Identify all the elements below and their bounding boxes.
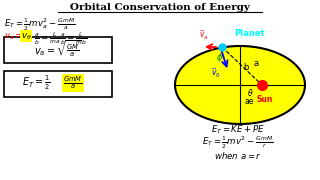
Text: $\theta$: $\theta$: [247, 87, 253, 98]
Text: $E_T = KE + PE$: $E_T = KE + PE$: [211, 124, 265, 136]
Text: $\vec{v}_0$: $\vec{v}_0$: [211, 66, 221, 80]
Text: ae: ae: [244, 97, 254, 106]
Text: $when\ a = r$: $when\ a = r$: [214, 150, 262, 161]
Text: $\vec{v}_a$: $\vec{v}_a$: [199, 29, 209, 42]
Text: Orbital Conservation of Energy: Orbital Conservation of Energy: [70, 3, 250, 12]
Text: $\frac{GmM}{a}$: $\frac{GmM}{a}$: [63, 75, 83, 91]
Bar: [4, 37, 112, 63]
Text: $v_a = \sqrt{\frac{GM}{a}}$: $v_a = \sqrt{\frac{GM}{a}}$: [34, 39, 82, 59]
Text: $\frac{a}{b} = \frac{L}{ma}\frac{a}{b} = \frac{L}{mb}$: $\frac{a}{b} = \frac{L}{ma}\frac{a}{b} =…: [34, 31, 87, 48]
Text: $\phi$: $\phi$: [216, 51, 224, 64]
Text: $E_T = \frac{1}{2}$: $E_T = \frac{1}{2}$: [22, 74, 51, 92]
Text: Planet: Planet: [235, 29, 265, 38]
Ellipse shape: [175, 46, 305, 124]
Text: $E_T = \frac{1}{2} mv_a^2 - \frac{GmM}{a}$: $E_T = \frac{1}{2} mv_a^2 - \frac{GmM}{a…: [4, 17, 75, 33]
Bar: [4, 71, 112, 97]
Text: b: b: [243, 62, 248, 71]
Text: $v_a =$: $v_a =$: [4, 31, 23, 42]
Text: $v_\theta$: $v_\theta$: [21, 31, 32, 42]
Text: $E_T = \frac{1}{2} mv^2 - \frac{GmM}{r}$: $E_T = \frac{1}{2} mv^2 - \frac{GmM}{r}$: [202, 135, 274, 152]
Text: Sun: Sun: [257, 95, 273, 104]
Text: a: a: [253, 58, 259, 68]
